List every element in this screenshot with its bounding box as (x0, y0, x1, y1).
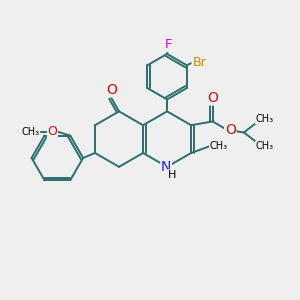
Text: O: O (207, 91, 218, 105)
Text: CH₃: CH₃ (256, 141, 274, 151)
Text: N: N (161, 160, 171, 174)
Text: O: O (107, 83, 118, 97)
Text: Br: Br (193, 56, 207, 69)
Text: O: O (225, 123, 236, 137)
Text: H: H (168, 170, 176, 180)
Text: CH₃: CH₃ (22, 127, 40, 137)
Text: CH₃: CH₃ (210, 141, 228, 151)
Text: CH₃: CH₃ (256, 114, 274, 124)
Text: F: F (164, 38, 172, 52)
Text: O: O (47, 125, 57, 138)
